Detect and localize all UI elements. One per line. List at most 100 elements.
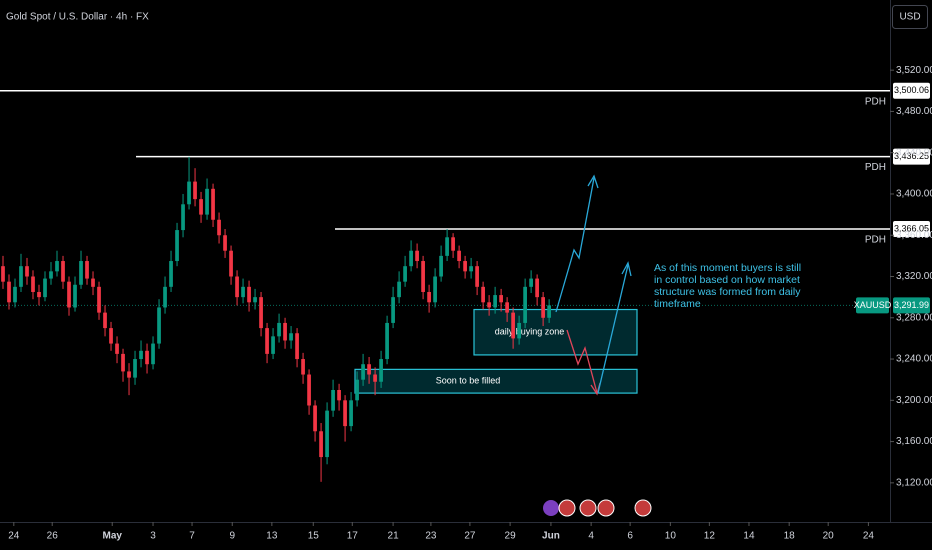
candle-body — [217, 219, 221, 236]
currency-button[interactable] — [892, 5, 928, 29]
x-tick-label: 10 — [665, 531, 677, 542]
candle-body — [283, 322, 287, 341]
candle-body — [151, 343, 155, 365]
candle-body — [337, 390, 341, 401]
candle-body — [79, 261, 83, 285]
candle-body — [259, 297, 263, 329]
candle-body — [25, 266, 29, 277]
candle-body — [49, 271, 53, 279]
x-tick-label: May — [102, 531, 122, 542]
candle-body — [349, 400, 353, 427]
candle-body — [307, 374, 311, 406]
x-tick-label: 13 — [266, 531, 278, 542]
x-tick-label: 26 — [47, 531, 59, 542]
level-name: PDH — [865, 96, 886, 107]
candle-body — [331, 390, 335, 411]
candle-body — [127, 371, 131, 378]
event-icon — [558, 499, 576, 517]
zone — [354, 368, 638, 394]
candle-body — [391, 297, 395, 323]
y-tick-label: 3,280.00 — [896, 312, 932, 323]
candle-body — [475, 266, 479, 287]
x-tick-label: 12 — [704, 531, 716, 542]
candle-body — [427, 291, 431, 303]
zones: daily buying zone Soon to be filled — [354, 308, 638, 394]
candle-body — [463, 261, 467, 272]
candle-body — [163, 286, 167, 308]
candle-body — [289, 333, 293, 341]
candle-body — [211, 188, 215, 220]
x-tick-label: 3 — [150, 531, 156, 542]
y-tick-label: 3,400.00 — [896, 189, 932, 200]
y-tick-label: 3,240.00 — [896, 354, 932, 365]
candle-body — [145, 350, 149, 365]
y-tick-label: 3,320.00 — [896, 271, 932, 282]
candle-body — [241, 286, 245, 298]
candle-body — [223, 235, 227, 251]
x-tick-label: 15 — [308, 531, 320, 542]
candle-body — [91, 278, 95, 287]
candle-body — [547, 305, 551, 318]
symbol-tag — [856, 297, 889, 314]
candle-body — [421, 261, 425, 292]
level-price-label: 3,366.05 — [894, 223, 929, 233]
y-tick-label: 3,160.00 — [896, 436, 932, 447]
candle-body — [37, 291, 41, 298]
x-tick-label: 7 — [189, 531, 195, 542]
x-tick-label: 27 — [464, 531, 476, 542]
zone-label: Soon to be filled — [436, 376, 501, 386]
x-tick-label: 29 — [505, 531, 517, 542]
last-price-tag — [893, 297, 930, 314]
candle-body — [301, 359, 305, 375]
y-tick-label: 3,200.00 — [896, 395, 932, 406]
x-tick-label: 18 — [784, 531, 796, 542]
candle-body — [19, 266, 23, 287]
candle-body — [199, 199, 203, 215]
candle-body — [379, 359, 383, 382]
event-icons — [543, 499, 652, 517]
candle-body — [157, 307, 161, 344]
candle-body — [397, 281, 401, 298]
level-price-tag — [893, 220, 930, 237]
x-tick-label: 4 — [588, 531, 594, 542]
candle-body — [121, 353, 125, 372]
currency-label[interactable]: USD — [899, 12, 920, 23]
x-tick-label: 21 — [388, 531, 400, 542]
event-icon — [543, 500, 559, 516]
candle-body — [133, 359, 137, 378]
arrow — [597, 264, 629, 394]
y-tick-label: 3,520.00 — [896, 65, 932, 76]
level-name: PDH — [865, 235, 886, 246]
y-tick-label: 3,440.00 — [896, 147, 932, 158]
candle-body — [7, 281, 11, 303]
x-tick-label: 14 — [743, 531, 755, 542]
candle-body — [253, 297, 257, 303]
candle-body — [31, 276, 35, 292]
arrow — [566, 329, 598, 394]
candle-body — [271, 336, 275, 354]
candle-body — [373, 374, 377, 382]
candle-body — [499, 295, 503, 303]
candle-body — [67, 281, 71, 308]
candle-body — [409, 250, 413, 267]
candle-body — [313, 405, 317, 432]
candle-body — [187, 181, 191, 205]
level-name: PDH — [865, 162, 886, 173]
x-tick-label: 23 — [425, 531, 437, 542]
zone — [473, 308, 638, 356]
candle-body — [181, 204, 185, 231]
candle-body — [319, 431, 323, 458]
candle-body — [355, 379, 359, 401]
candle-body — [403, 266, 407, 282]
symbol-label: XAUUSD — [854, 300, 892, 310]
candle-body — [469, 266, 473, 272]
candle-body — [343, 400, 347, 427]
candle-body — [445, 237, 449, 256]
candle-body — [247, 286, 251, 303]
arrows — [555, 174, 632, 396]
candle-body — [139, 350, 143, 360]
note-line: in control based on how market — [654, 274, 800, 286]
